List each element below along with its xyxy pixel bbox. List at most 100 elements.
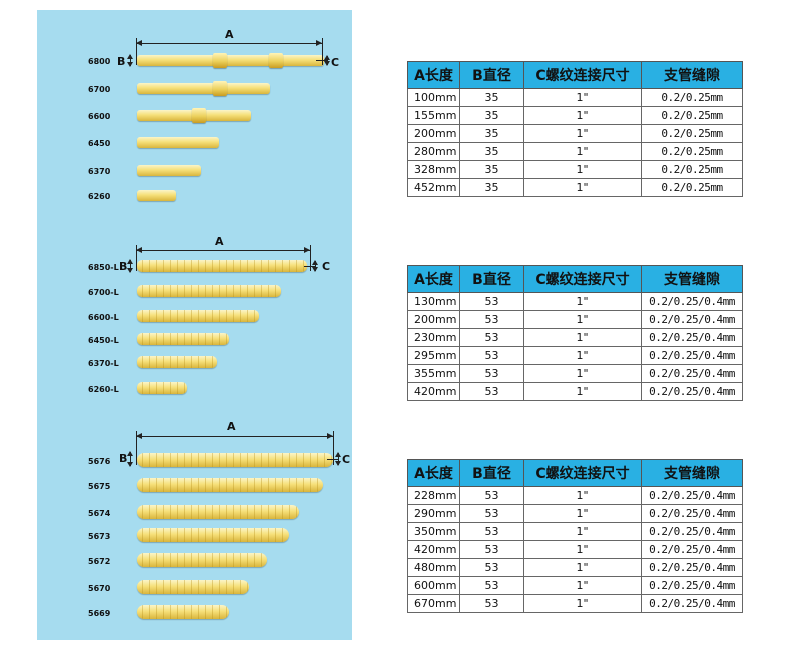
dimension-b-label: B bbox=[117, 55, 126, 68]
model-label: 6370-L bbox=[88, 359, 119, 368]
cell-thread-size: 1" bbox=[523, 594, 642, 613]
cell-thread-size: 1" bbox=[523, 540, 642, 559]
cell-diameter: 53 bbox=[459, 364, 524, 383]
model-label: 6850-L bbox=[88, 263, 119, 272]
header-length: A长度 bbox=[407, 459, 460, 487]
model-label: 5675 bbox=[88, 482, 111, 491]
header-diameter: B直径 bbox=[459, 61, 524, 89]
dimension-extension-right bbox=[310, 245, 311, 271]
dimension-a-arrow-right bbox=[316, 40, 322, 46]
cell-thread-size: 1" bbox=[523, 382, 642, 401]
cell-diameter: 35 bbox=[459, 178, 524, 197]
cell-slot-gap: 0.2/0.25/0.4mm bbox=[641, 364, 743, 383]
model-label: 6450 bbox=[88, 139, 111, 148]
header-length: A长度 bbox=[407, 61, 460, 89]
dimension-c-tick bbox=[316, 60, 328, 61]
model-label: 6700 bbox=[88, 85, 111, 94]
dimension-a-line bbox=[136, 250, 310, 251]
model-label: 5673 bbox=[88, 532, 111, 541]
model-label: 5669 bbox=[88, 609, 111, 618]
table-row: 200mm 53 1" 0.2/0.25/0.4mm bbox=[407, 310, 743, 329]
dimension-b-arrow-up bbox=[127, 54, 133, 59]
model-label: 6600 bbox=[88, 112, 111, 121]
cell-diameter: 35 bbox=[459, 88, 524, 107]
cell-diameter: 53 bbox=[459, 328, 524, 347]
cell-thread-size: 1" bbox=[523, 364, 642, 383]
dimension-a-label: A bbox=[227, 420, 236, 433]
cell-length: 355mm bbox=[407, 364, 460, 383]
cell-length: 230mm bbox=[407, 328, 460, 347]
header-thread-size: C螺纹连接尺寸 bbox=[523, 61, 642, 89]
dimension-b-line bbox=[130, 55, 131, 66]
model-label: 6800 bbox=[88, 57, 111, 66]
dimension-c-label: C bbox=[322, 260, 331, 273]
spec-table-2: A长度 B直径 C螺纹连接尺寸 支管缝隙 130mm 53 1" 0.2/0.25/0.4m… bbox=[407, 265, 743, 401]
dimension-extension-left bbox=[136, 245, 137, 271]
product-diagram-panel bbox=[37, 10, 352, 640]
dimension-b-arrow-down bbox=[127, 268, 133, 273]
pipe-coupler bbox=[192, 108, 206, 123]
spec-table-3: A长度 B直径 C螺纹连接尺寸 支管缝隙 228mm 53 1" 0.2/0.25/0.4m… bbox=[407, 459, 743, 613]
filter-pipe bbox=[137, 528, 289, 542]
cell-thread-size: 1" bbox=[523, 88, 642, 107]
table-row: 290mm 53 1" 0.2/0.25/0.4mm bbox=[407, 504, 743, 523]
table-row: 355mm 53 1" 0.2/0.25/0.4mm bbox=[407, 364, 743, 383]
table-row: 228mm 53 1" 0.2/0.25/0.4mm bbox=[407, 486, 743, 505]
dimension-a-arrow-left bbox=[136, 247, 142, 253]
cell-slot-gap: 0.2/0.25/0.4mm bbox=[641, 346, 743, 365]
cell-slot-gap: 0.2/0.25/0.4mm bbox=[641, 594, 743, 613]
dimension-b-line bbox=[130, 452, 131, 466]
filter-pipe bbox=[137, 505, 299, 519]
table-row: 328mm 35 1" 0.2/0.25mm bbox=[407, 160, 743, 179]
cell-slot-gap: 0.2/0.25/0.4mm bbox=[641, 576, 743, 595]
model-label: 5676 bbox=[88, 457, 111, 466]
model-label: 6370 bbox=[88, 167, 111, 176]
dimension-b-arrow-down bbox=[127, 462, 133, 467]
cell-slot-gap: 0.2/0.25mm bbox=[641, 124, 743, 143]
dimension-a-arrow-right bbox=[327, 433, 333, 439]
table-row: 100mm 35 1" 0.2/0.25mm bbox=[407, 88, 743, 107]
table-row: 420mm 53 1" 0.2/0.25/0.4mm bbox=[407, 540, 743, 559]
filter-pipe bbox=[137, 165, 201, 176]
cell-diameter: 53 bbox=[459, 522, 524, 541]
cell-thread-size: 1" bbox=[523, 328, 642, 347]
model-label: 5674 bbox=[88, 509, 111, 518]
dimension-c-arrow-up bbox=[312, 260, 318, 265]
model-label: 5670 bbox=[88, 584, 111, 593]
cell-slot-gap: 0.2/0.25mm bbox=[641, 142, 743, 161]
table-row: 155mm 35 1" 0.2/0.25mm bbox=[407, 106, 743, 125]
filter-pipe bbox=[137, 310, 259, 322]
cell-thread-size: 1" bbox=[523, 292, 642, 311]
cell-diameter: 53 bbox=[459, 382, 524, 401]
cell-length: 200mm bbox=[407, 310, 460, 329]
model-label: 6450-L bbox=[88, 336, 119, 345]
pipe-coupler bbox=[269, 53, 283, 68]
dimension-extension-right bbox=[333, 431, 334, 465]
cell-slot-gap: 0.2/0.25/0.4mm bbox=[641, 540, 743, 559]
model-label: 5672 bbox=[88, 557, 111, 566]
table-row: 350mm 53 1" 0.2/0.25/0.4mm bbox=[407, 522, 743, 541]
model-label: 6260-L bbox=[88, 385, 119, 394]
cell-length: 130mm bbox=[407, 292, 460, 311]
table-header-row: A长度 B直径 C螺纹连接尺寸 支管缝隙 bbox=[407, 61, 743, 89]
cell-thread-size: 1" bbox=[523, 486, 642, 505]
header-thread-size: C螺纹连接尺寸 bbox=[523, 265, 642, 293]
dimension-c-label: C bbox=[342, 453, 351, 466]
cell-slot-gap: 0.2/0.25mm bbox=[641, 160, 743, 179]
dimension-c-arrow-up bbox=[324, 55, 330, 60]
dimension-extension-right bbox=[322, 38, 323, 65]
cell-thread-size: 1" bbox=[523, 142, 642, 161]
cell-thread-size: 1" bbox=[523, 558, 642, 577]
filter-pipe bbox=[137, 190, 176, 201]
dimension-c-tick bbox=[327, 459, 339, 460]
dimension-a-arrow-left bbox=[136, 433, 142, 439]
dimension-extension-left bbox=[136, 431, 137, 465]
cell-diameter: 53 bbox=[459, 558, 524, 577]
header-diameter: B直径 bbox=[459, 265, 524, 293]
dimension-b-label: B bbox=[119, 260, 128, 273]
dimension-a-label: A bbox=[215, 235, 224, 248]
filter-pipe bbox=[137, 356, 217, 368]
table-row: 480mm 53 1" 0.2/0.25/0.4mm bbox=[407, 558, 743, 577]
cell-length: 155mm bbox=[407, 106, 460, 125]
table-row: 200mm 35 1" 0.2/0.25mm bbox=[407, 124, 743, 143]
